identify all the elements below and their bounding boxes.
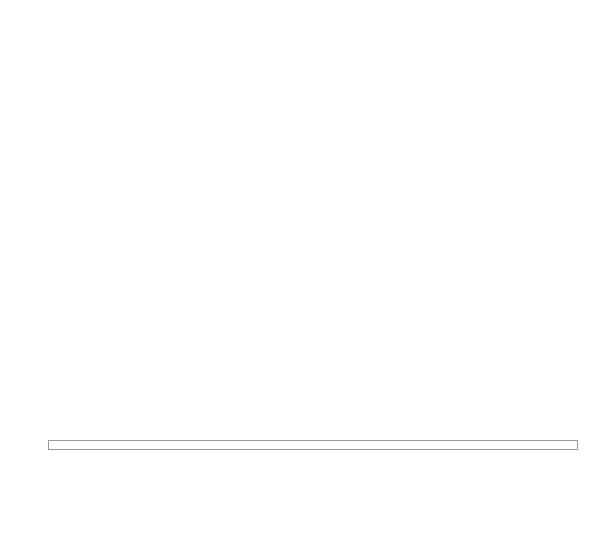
page-subtitle	[0, 4, 600, 6]
price-chart	[48, 40, 588, 406]
legend	[48, 440, 578, 450]
